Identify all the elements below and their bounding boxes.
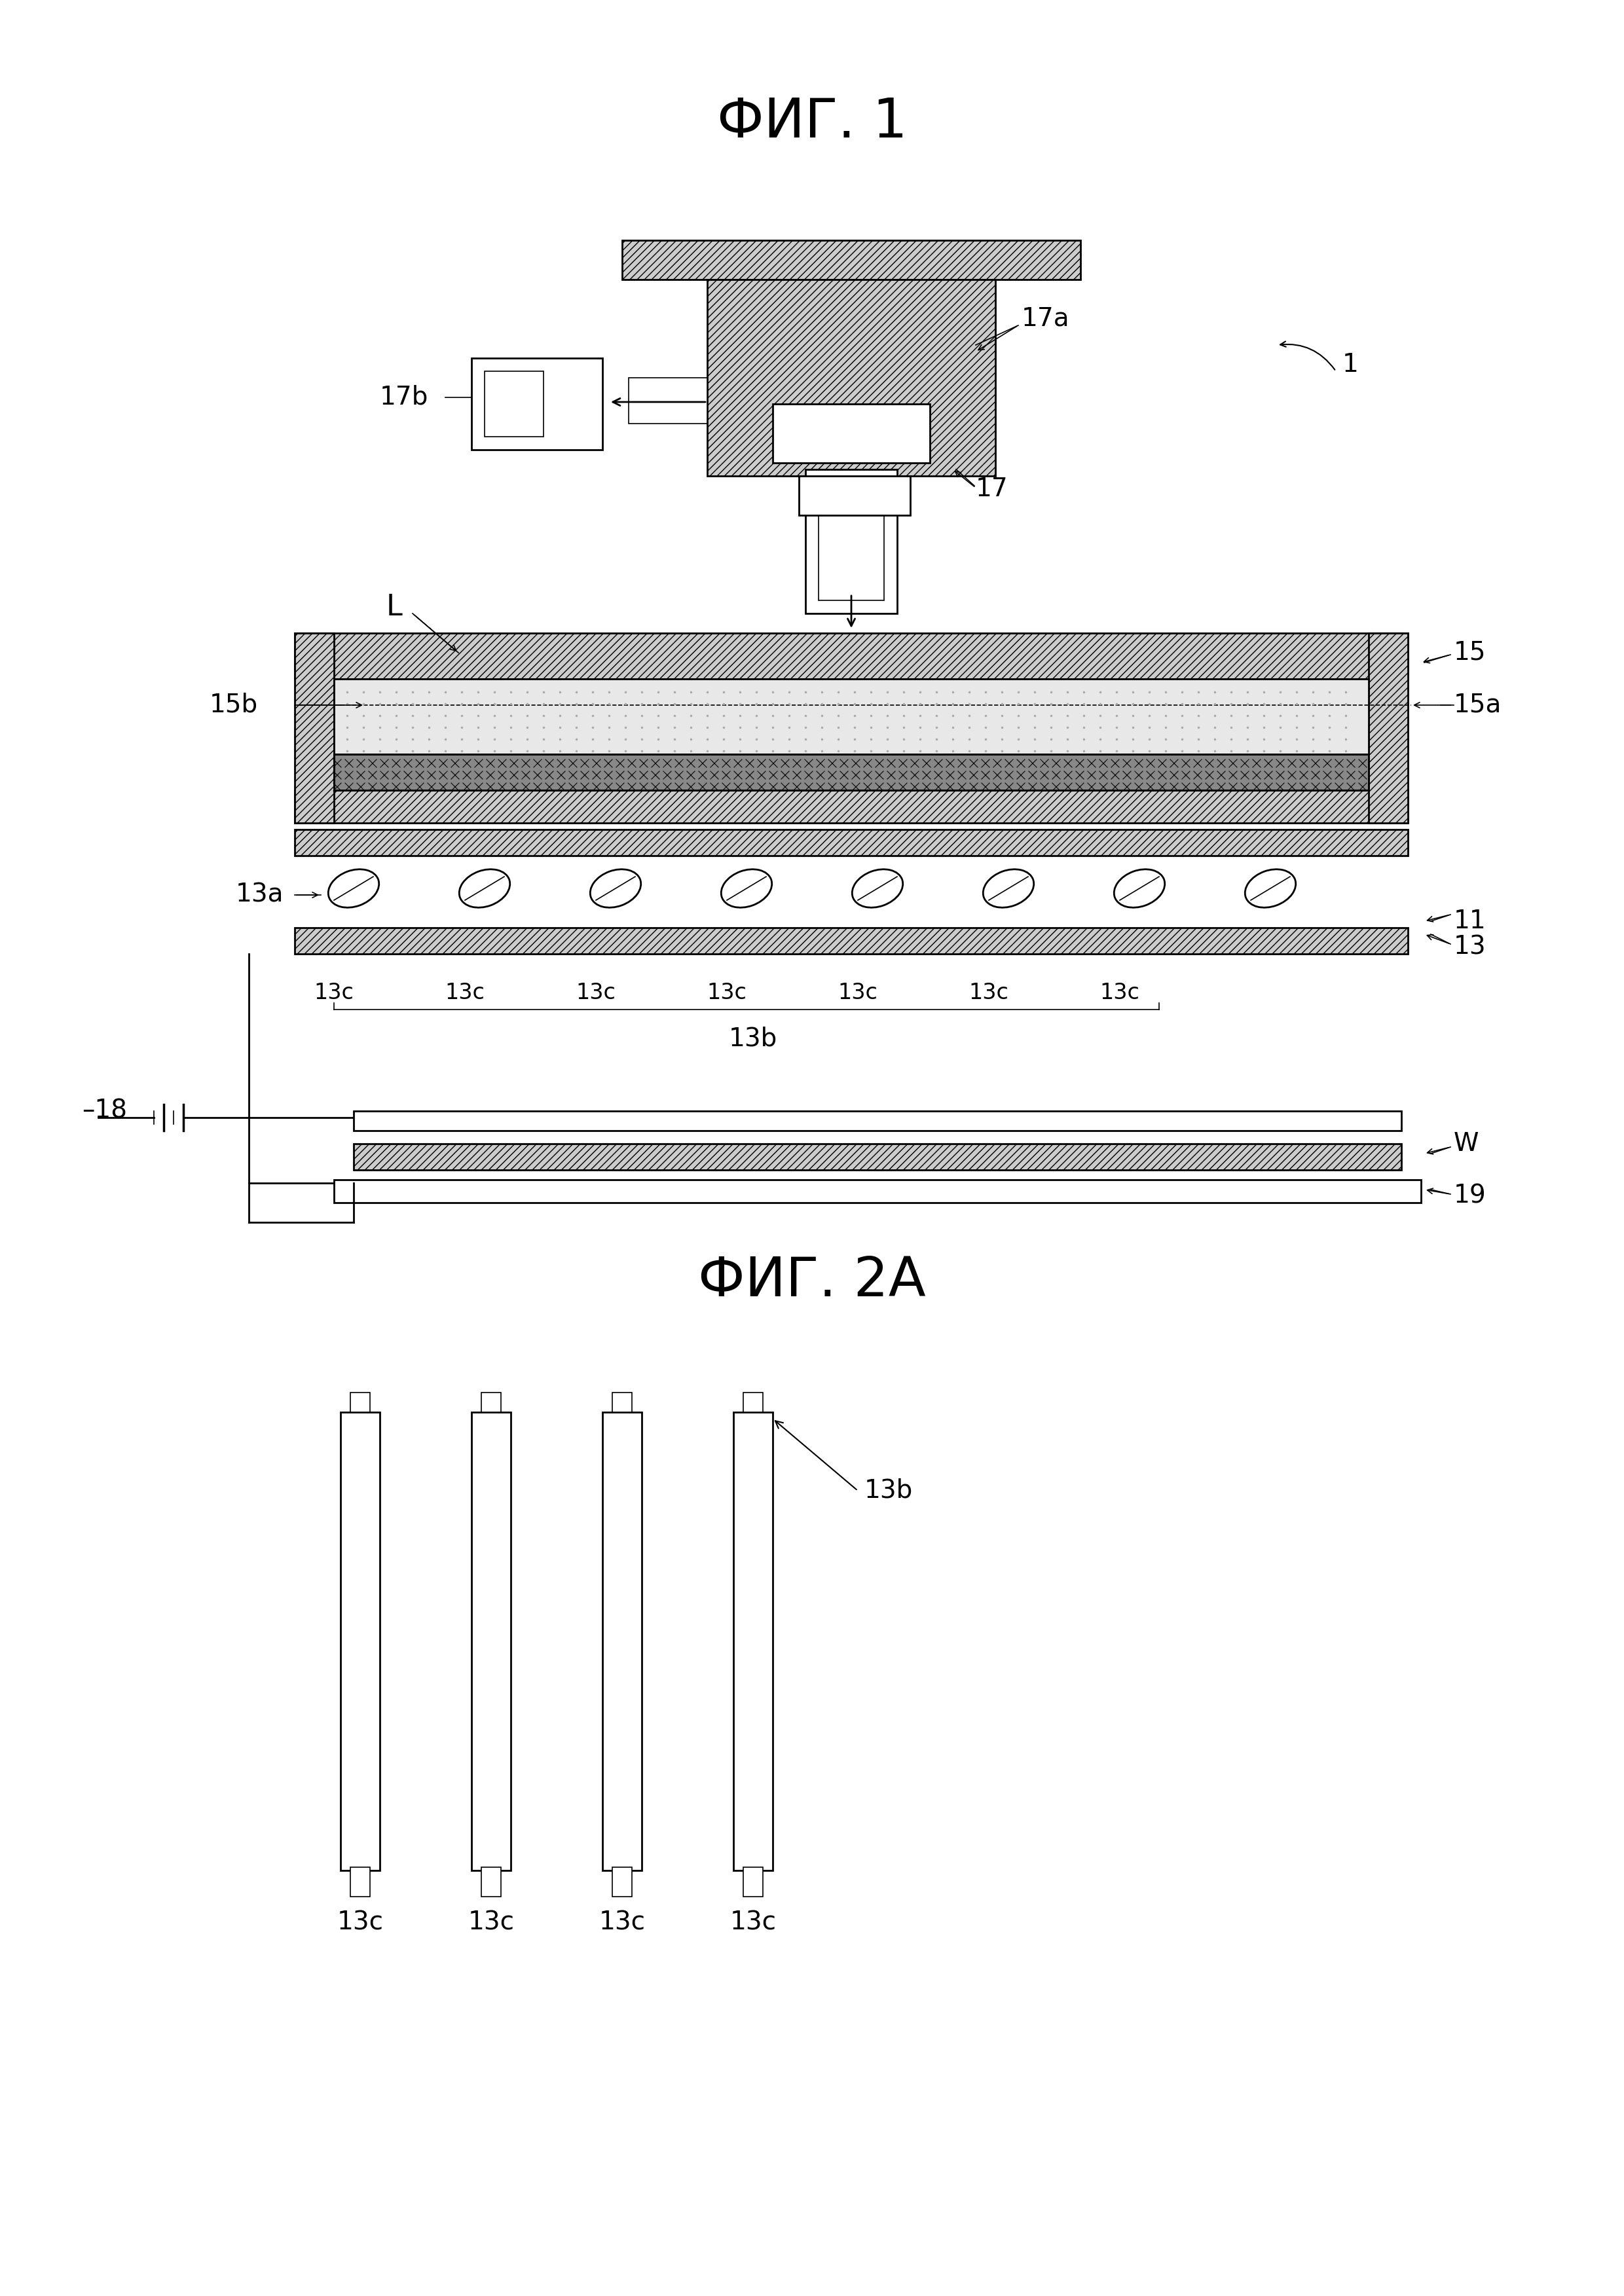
Bar xyxy=(481,1867,500,1896)
Text: 13c: 13c xyxy=(729,1910,776,1936)
Text: 13c: 13c xyxy=(706,983,747,1003)
Ellipse shape xyxy=(853,870,903,907)
Bar xyxy=(744,1394,763,1412)
Bar xyxy=(628,379,706,422)
Text: L: L xyxy=(387,592,403,620)
Ellipse shape xyxy=(1246,870,1296,907)
Text: 13c: 13c xyxy=(838,983,877,1003)
Bar xyxy=(294,928,1408,953)
Text: 1: 1 xyxy=(1343,351,1359,377)
Bar xyxy=(481,1394,500,1412)
Text: 13c: 13c xyxy=(599,1910,645,1936)
Text: ФИГ. 1: ФИГ. 1 xyxy=(716,96,908,149)
Bar xyxy=(335,680,1369,758)
Bar xyxy=(612,1867,632,1896)
Text: 11: 11 xyxy=(1453,909,1486,934)
Text: 17a: 17a xyxy=(1021,305,1070,331)
Bar xyxy=(734,1412,773,1871)
Bar xyxy=(799,475,909,514)
Bar xyxy=(612,1394,632,1412)
Text: 13c: 13c xyxy=(336,1910,383,1936)
Text: 13: 13 xyxy=(1453,934,1486,960)
Bar xyxy=(818,496,883,599)
Bar xyxy=(335,1180,1421,1203)
Text: 13c: 13c xyxy=(970,983,1009,1003)
Bar xyxy=(1369,634,1408,822)
Text: 13c: 13c xyxy=(577,983,615,1003)
Text: ФИГ. 2А: ФИГ. 2А xyxy=(698,1254,926,1309)
Bar xyxy=(603,1412,641,1871)
Bar xyxy=(773,404,931,464)
Bar xyxy=(351,1394,370,1412)
Bar xyxy=(806,468,896,613)
Ellipse shape xyxy=(721,870,771,907)
Bar xyxy=(335,753,1369,790)
Text: W: W xyxy=(1453,1132,1479,1157)
Text: 17b: 17b xyxy=(380,386,429,411)
Text: 13c: 13c xyxy=(445,983,486,1003)
Bar xyxy=(622,241,1080,280)
Text: 13b: 13b xyxy=(864,1479,913,1504)
Text: 13c: 13c xyxy=(1099,983,1140,1003)
Bar xyxy=(294,790,1408,822)
Bar xyxy=(484,372,544,436)
Text: 19: 19 xyxy=(1453,1185,1486,1208)
Bar xyxy=(706,280,996,475)
Bar xyxy=(341,1412,380,1871)
Text: 13a: 13a xyxy=(235,882,284,907)
Ellipse shape xyxy=(590,870,641,907)
Ellipse shape xyxy=(460,870,510,907)
Text: 17: 17 xyxy=(976,478,1009,501)
Ellipse shape xyxy=(1114,870,1164,907)
Bar xyxy=(471,1412,512,1871)
Text: 13b: 13b xyxy=(729,1026,778,1052)
Text: 15b: 15b xyxy=(209,693,258,719)
Bar xyxy=(351,1867,370,1896)
Text: –18: –18 xyxy=(81,1097,127,1123)
Text: 15: 15 xyxy=(1453,641,1486,666)
Text: 13c: 13c xyxy=(468,1910,515,1936)
Ellipse shape xyxy=(983,870,1034,907)
Bar xyxy=(294,634,335,822)
Bar xyxy=(354,1143,1402,1171)
Text: 15a: 15a xyxy=(1453,693,1502,719)
Bar xyxy=(354,1111,1402,1130)
Bar xyxy=(744,1867,763,1896)
Bar xyxy=(294,829,1408,856)
Bar xyxy=(471,358,603,450)
Ellipse shape xyxy=(328,870,378,907)
Text: 13c: 13c xyxy=(313,983,354,1003)
Bar xyxy=(335,753,1369,790)
Bar xyxy=(294,634,1408,680)
